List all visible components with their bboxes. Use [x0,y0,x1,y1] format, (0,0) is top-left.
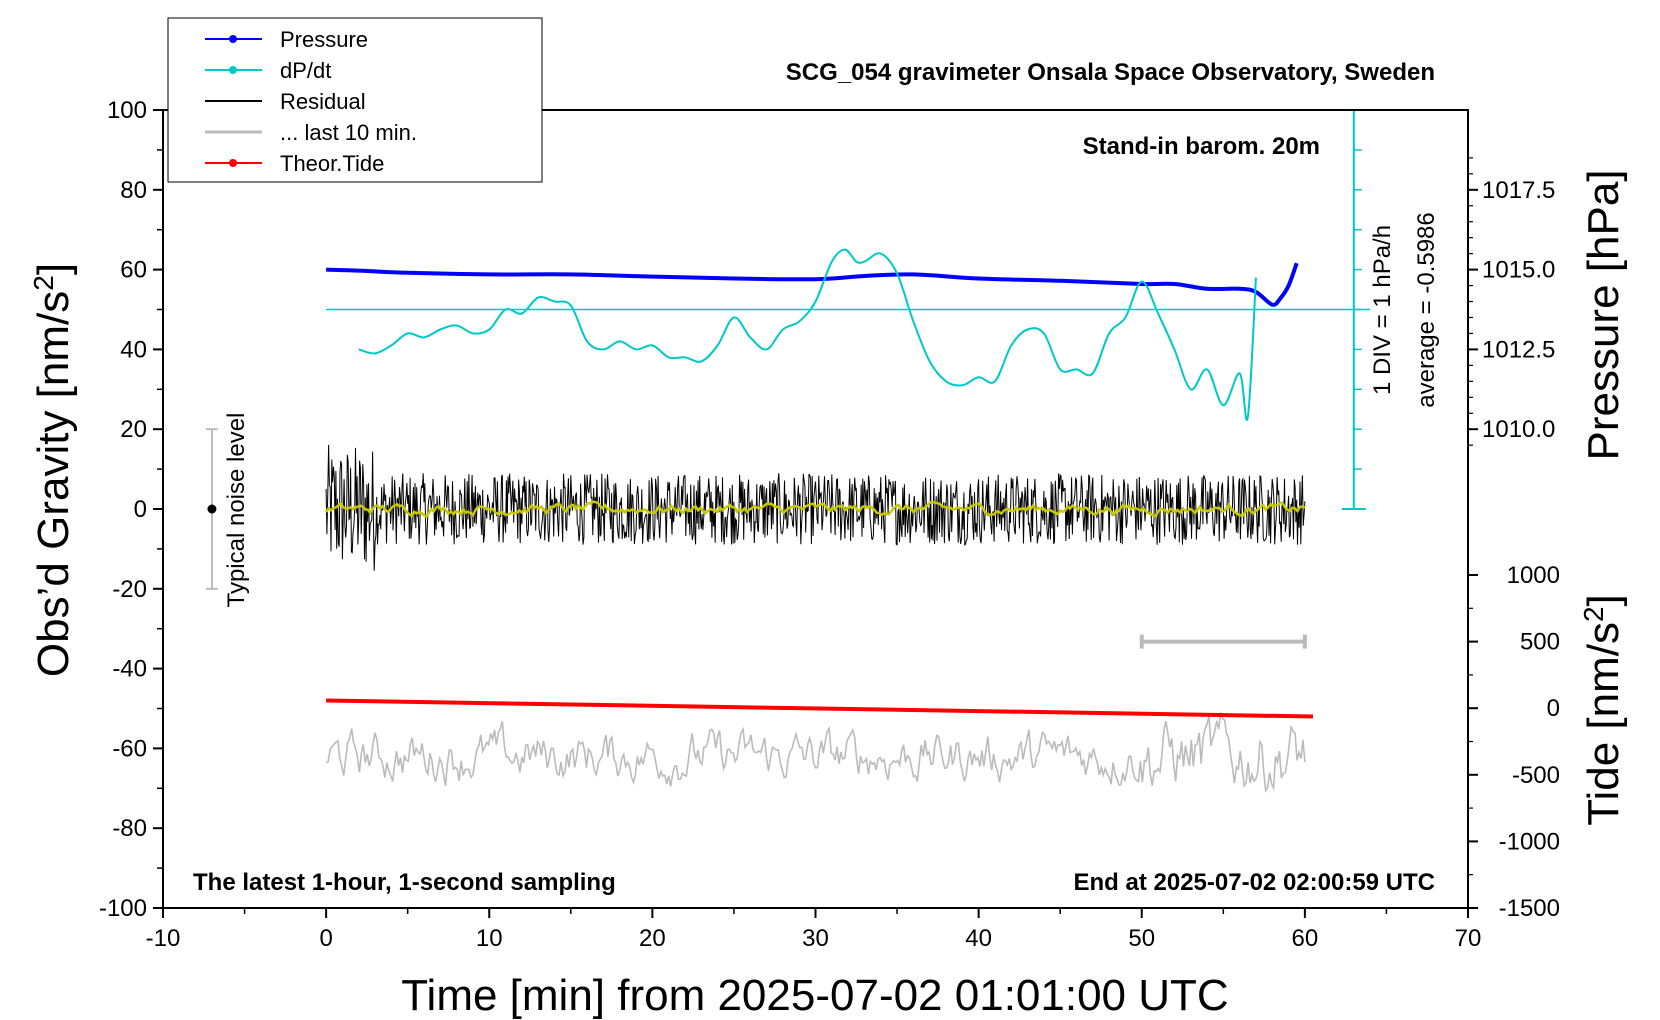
labels-group: SCG_054 gravimeter Onsala Space Observat… [28,59,1629,1020]
y-tick-label: -20 [112,576,147,603]
div-label: 1 DIV = 1 hPa/h [1369,225,1396,395]
barom-annotation: Stand-in barom. 20m [1083,133,1320,160]
theoretical-tide-line [326,698,1314,719]
pressure-line [326,262,1299,307]
noise-bar-dot [207,504,217,514]
x-tick-label: 10 [476,925,503,952]
legend-marker [229,159,237,167]
legend-label: dP/dt [280,58,331,83]
bottom-right-annotation: End at 2025-07-02 02:00:59 UTC [1074,869,1436,896]
tide-tick-label: -500 [1512,762,1560,789]
x-tick-label: 0 [319,925,332,952]
y-tick-label: -40 [112,656,147,683]
y-tick-label: 100 [107,97,147,124]
tide-tick-label: 0 [1547,695,1560,722]
tide-tick-label: 1000 [1507,562,1560,589]
pressure-axis-label: Pressure [hPa] [1579,169,1628,460]
noise-label: Typical noise level [223,413,250,608]
bottom-left-annotation: The latest 1-hour, 1-second sampling [193,869,616,896]
x-tick-label: -10 [146,925,181,952]
y-tick-label: 40 [120,336,147,363]
y-tick-label: 80 [120,177,147,204]
tide-tick-label: -1000 [1499,828,1560,855]
pressure-tick-label: 1012.5 [1482,336,1555,363]
pressure-tick-label: 1017.5 [1482,177,1555,204]
data-traces [205,109,1371,793]
axes-group: -10 0 10 20 30 40 50 60 70100806040200-20-40-60-… [99,97,1560,952]
x-tick-label: 30 [802,925,829,952]
residual-trace [325,444,1306,571]
y-tick-label: 60 [120,257,147,284]
legend-label: Pressure [280,27,368,52]
x-axis-label: Time [min] from 2025-07-02 01:01:00 UTC [401,971,1228,1020]
y-tick-label: 0 [134,496,147,523]
pressure-tick-label: 1015.0 [1482,257,1555,284]
y-tick-label: 20 [120,416,147,443]
last-10-min-trace [325,712,1306,793]
x-tick-label: 40 [965,925,992,952]
legend-label: Theor.Tide [280,151,384,176]
y-tick-label: -60 [112,735,147,762]
pressure-tick-label: 1010.0 [1482,416,1555,443]
legend-marker [229,66,237,74]
dpdt-line [358,248,1257,421]
x-tick-label: 70 [1455,925,1482,952]
x-tick-label: 50 [1128,925,1155,952]
tide-axis-label: Tide [nm/s2] [1578,594,1629,826]
legend-label: Residual [280,89,366,114]
x-tick-label: 20 [639,925,666,952]
x-tick-label: 60 [1292,925,1319,952]
left-axis-label: Obs’d Gravity [nm/s2] [28,263,79,677]
average-label: average = -0.5986 [1413,212,1440,407]
y-tick-label: -80 [112,815,147,842]
tide-tick-label: -1500 [1499,895,1560,922]
smoothed-residual-trace [325,500,1306,519]
legend-marker [229,35,237,43]
chart-title: SCG_054 gravimeter Onsala Space Observat… [786,59,1435,86]
legend: Pressure dP/dt Residual ... last 10 min. The… [167,17,543,183]
y-tick-label: -100 [99,895,147,922]
legend-label: ... last 10 min. [280,120,417,145]
tide-tick-label: 500 [1520,629,1560,656]
